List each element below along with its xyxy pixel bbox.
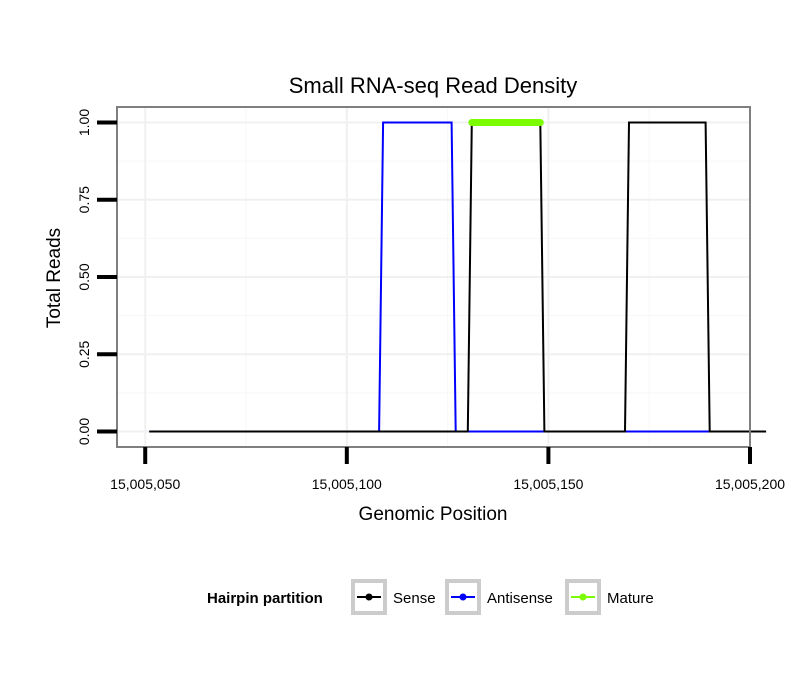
x-tick-label: 15,005,050: [110, 476, 180, 492]
y-axis-title: Total Reads: [44, 228, 65, 328]
y-tick-label: 0.00: [76, 418, 92, 445]
legend-label-mature: Mature: [607, 590, 654, 607]
x-tick-label: 15,005,150: [513, 476, 583, 492]
chart-title: Small RNA-seq Read Density: [289, 73, 578, 98]
series-lines: [149, 119, 767, 433]
legend-label-sense: Sense: [393, 590, 436, 607]
y-axis: 0.00 0.25 0.50 0.75 1.00: [76, 109, 117, 445]
legend-title: Hairpin partition: [207, 590, 323, 607]
legend-key-point: [365, 593, 373, 601]
y-tick-label: 0.75: [76, 186, 92, 213]
x-tick-label: 15,005,100: [312, 476, 382, 492]
x-axis-title: Genomic Position: [359, 504, 508, 525]
series-line-sense: [149, 121, 767, 433]
legend-key-point: [579, 593, 587, 601]
legend: Hairpin partition Sense Antisense Mature: [207, 579, 654, 615]
legend-label-antisense: Antisense: [487, 590, 553, 607]
x-tick-label: 15,005,200: [715, 476, 785, 492]
y-tick-label: 0.25: [76, 340, 92, 367]
x-axis: 15,005,050 15,005,100 15,005,150 15,005,200: [110, 447, 785, 492]
y-tick-label: 1.00: [76, 109, 92, 136]
legend-key-point: [459, 593, 467, 601]
y-tick-label: 0.50: [76, 263, 92, 290]
